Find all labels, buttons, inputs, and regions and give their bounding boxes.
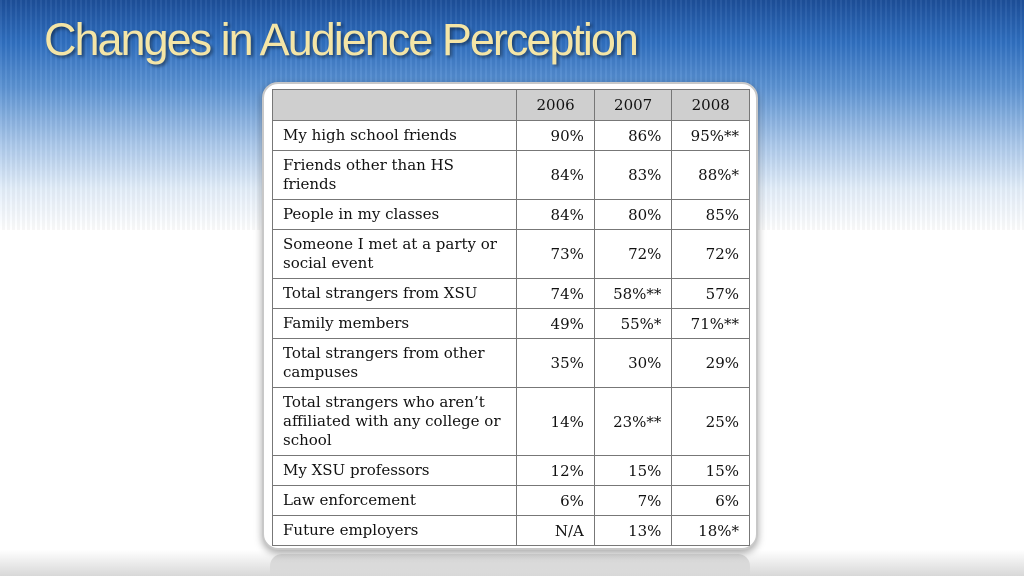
table-row: Future employers N/A 13% 18%*	[271, 515, 750, 546]
cell-2008: 18%*	[671, 515, 750, 546]
row-label: Someone I met at a party or social event	[271, 229, 518, 279]
table-row: My XSU professors 12% 15% 15%	[271, 455, 750, 486]
column-header-corner	[271, 89, 518, 121]
cell-2008: 25%	[671, 387, 750, 456]
column-header-2007: 2007	[593, 89, 673, 121]
cell-2008: 88%*	[671, 150, 750, 200]
table-row: Friends other than HS friends 84% 83% 88…	[271, 150, 750, 200]
table-header-row: 2006 2007 2008	[271, 89, 750, 121]
table-reflection	[270, 554, 750, 576]
table-row: My high school friends 90% 86% 95%**	[271, 120, 750, 151]
audience-perception-table: 2006 2007 2008 My high school friends 90…	[271, 89, 750, 546]
table-row: Someone I met at a party or social event…	[271, 229, 750, 279]
row-label: People in my classes	[271, 199, 518, 230]
cell-2006: 90%	[516, 120, 595, 151]
cell-2007: 7%	[593, 485, 673, 516]
cell-2006: 84%	[516, 150, 595, 200]
column-header-2008: 2008	[671, 89, 750, 121]
cell-2006: 35%	[516, 338, 595, 388]
row-label: Family members	[271, 308, 518, 339]
cell-2007: 80%	[593, 199, 673, 230]
cell-2008: 57%	[671, 278, 750, 309]
cell-2007: 30%	[593, 338, 673, 388]
row-label: My XSU professors	[271, 455, 518, 486]
table-row: Total strangers who aren’t affiliated wi…	[271, 387, 750, 456]
slide-title: Changes in Audience Perception	[44, 14, 639, 65]
table-row: Law enforcement 6% 7% 6%	[271, 485, 750, 516]
table-row: Total strangers from other campuses 35% …	[271, 338, 750, 388]
row-label: Future employers	[271, 515, 518, 546]
row-label: Total strangers who aren’t affiliated wi…	[271, 387, 518, 456]
cell-2008: 72%	[671, 229, 750, 279]
cell-2006: 74%	[516, 278, 595, 309]
cell-2006: 6%	[516, 485, 595, 516]
cell-2008: 71%**	[671, 308, 750, 339]
table-row: People in my classes 84% 80% 85%	[271, 199, 750, 230]
cell-2007: 72%	[593, 229, 673, 279]
row-label: Total strangers from other campuses	[271, 338, 518, 388]
table-row: Total strangers from XSU 74% 58%** 57%	[271, 278, 750, 309]
table-row: Family members 49% 55%* 71%**	[271, 308, 750, 339]
cell-2006: 49%	[516, 308, 595, 339]
cell-2006: N/A	[516, 515, 595, 546]
cell-2007: 86%	[593, 120, 673, 151]
cell-2006: 73%	[516, 229, 595, 279]
cell-2008: 95%**	[671, 120, 750, 151]
row-label: Total strangers from XSU	[271, 278, 518, 309]
cell-2008: 6%	[671, 485, 750, 516]
cell-2006: 14%	[516, 387, 595, 456]
row-label: Friends other than HS friends	[271, 150, 518, 200]
cell-2007: 23%**	[593, 387, 673, 456]
cell-2007: 83%	[593, 150, 673, 200]
cell-2007: 13%	[593, 515, 673, 546]
row-label: Law enforcement	[271, 485, 518, 516]
cell-2008: 15%	[671, 455, 750, 486]
row-label: My high school friends	[271, 120, 518, 151]
cell-2007: 58%**	[593, 278, 673, 309]
column-header-2006: 2006	[516, 89, 595, 121]
cell-2007: 55%*	[593, 308, 673, 339]
cell-2007: 15%	[593, 455, 673, 486]
cell-2008: 85%	[671, 199, 750, 230]
cell-2008: 29%	[671, 338, 750, 388]
cell-2006: 12%	[516, 455, 595, 486]
cell-2006: 84%	[516, 199, 595, 230]
